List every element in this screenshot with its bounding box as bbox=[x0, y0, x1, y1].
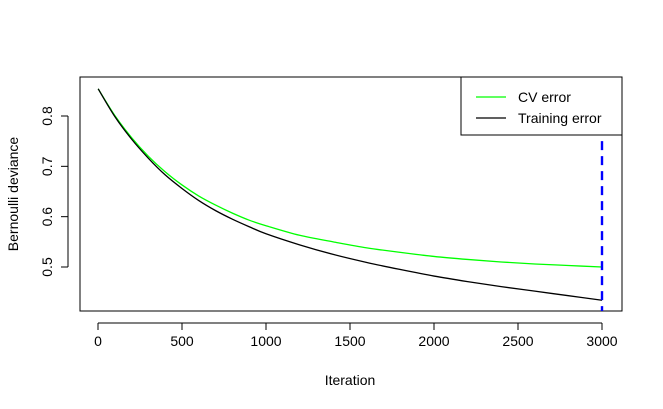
x-tick-label: 0 bbox=[94, 333, 102, 349]
x-tick-label: 500 bbox=[170, 333, 194, 349]
x-tick-label: 2500 bbox=[502, 333, 533, 349]
y-tick-label: 0.8 bbox=[39, 106, 55, 126]
y-tick-label: 0.7 bbox=[39, 156, 55, 176]
x-axis-label: Iteration bbox=[325, 372, 376, 388]
x-tick-label: 1500 bbox=[334, 333, 365, 349]
x-tick-label: 3000 bbox=[586, 333, 617, 349]
series-line-training-error bbox=[97, 88, 603, 301]
series-line-cv-error bbox=[97, 88, 603, 268]
legend-label: Training error bbox=[518, 110, 602, 126]
plot-border bbox=[79, 76, 623, 312]
legend-label: CV error bbox=[518, 89, 571, 105]
y-axis-label: Bernoulli deviance bbox=[5, 137, 21, 252]
y-tick-label: 0.6 bbox=[39, 207, 55, 227]
x-tick-label: 2000 bbox=[418, 333, 449, 349]
legend: CV error Training error bbox=[460, 76, 623, 136]
x-tick-label: 1000 bbox=[250, 333, 281, 349]
legend-box bbox=[460, 76, 623, 136]
y-tick-label: 0.5 bbox=[39, 257, 55, 277]
plot-frame bbox=[79, 76, 623, 312]
series-layer bbox=[97, 88, 603, 301]
y-axis: 0.5 0.6 0.7 0.8 bbox=[39, 106, 69, 277]
x-axis: 0 500 1000 1500 2000 2500 3000 bbox=[94, 322, 618, 349]
